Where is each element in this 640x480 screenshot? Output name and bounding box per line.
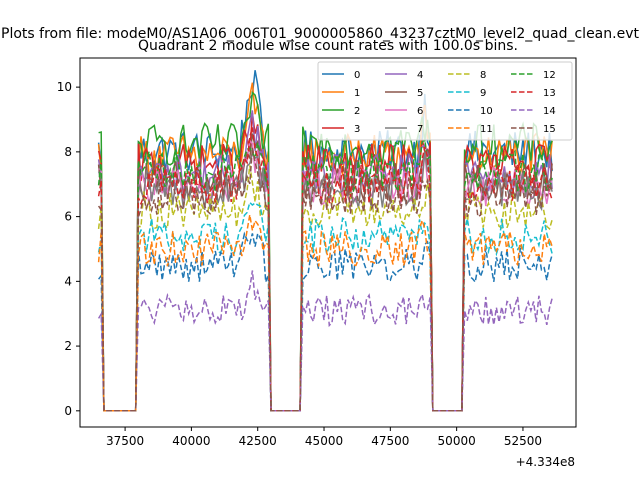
- series-line-12: [97, 138, 553, 412]
- legend-label: 2: [354, 106, 360, 117]
- series-line-14: [97, 270, 553, 412]
- series-line-8: [97, 165, 553, 412]
- legend-label: 9: [480, 88, 486, 99]
- x-tick-label: 52500: [504, 434, 542, 448]
- x-offset-label: +4.334e8: [516, 455, 575, 469]
- y-tick-label: 6: [64, 210, 72, 224]
- series-line-10: [98, 231, 553, 412]
- chart-title: Quadrant 2 module wise count rates with …: [138, 38, 518, 54]
- series-line-15: [97, 147, 553, 412]
- x-tick-label: 37500: [106, 434, 144, 448]
- series-lines: [97, 70, 553, 412]
- legend-label: 4: [417, 70, 423, 81]
- legend-label: 14: [543, 106, 556, 117]
- series-line-11: [97, 214, 553, 412]
- x-axis: 37500 40000 42500 45000 47500 50000 52500: [106, 427, 542, 448]
- y-tick-label: 10: [57, 80, 72, 94]
- y-tick-label: 2: [64, 339, 72, 353]
- legend-label: 11: [480, 124, 493, 135]
- legend-box: [317, 61, 573, 141]
- x-tick-label: 42500: [239, 434, 277, 448]
- legend-label: 10: [480, 106, 493, 117]
- y-tick-label: 4: [64, 274, 72, 288]
- series-line-13: [97, 127, 553, 412]
- legend-label: 13: [543, 88, 556, 99]
- legend-label: 7: [417, 124, 423, 135]
- x-tick-label: 45000: [305, 434, 343, 448]
- legend-label: 5: [417, 88, 423, 99]
- legend-label: 1: [354, 88, 360, 99]
- legend-label: 15: [543, 124, 556, 135]
- x-tick-label: 47500: [371, 434, 409, 448]
- y-axis: 0 2 4 6 8 10: [57, 80, 80, 418]
- legend-label: 0: [354, 70, 360, 81]
- legend-label: 6: [417, 106, 423, 117]
- x-tick-label: 40000: [172, 434, 210, 448]
- legend-label: 12: [543, 70, 556, 81]
- y-tick-label: 0: [64, 404, 72, 418]
- legend-label: 3: [354, 124, 360, 135]
- series-line-1: [97, 82, 553, 412]
- y-tick-label: 8: [64, 145, 72, 159]
- plot-frame: [79, 57, 577, 428]
- x-tick-label: 50000: [438, 434, 476, 448]
- legend-label: 8: [480, 70, 486, 81]
- figure-suptitle: Plots from file: modeM0/AS1A06_006T01_90…: [1, 26, 639, 42]
